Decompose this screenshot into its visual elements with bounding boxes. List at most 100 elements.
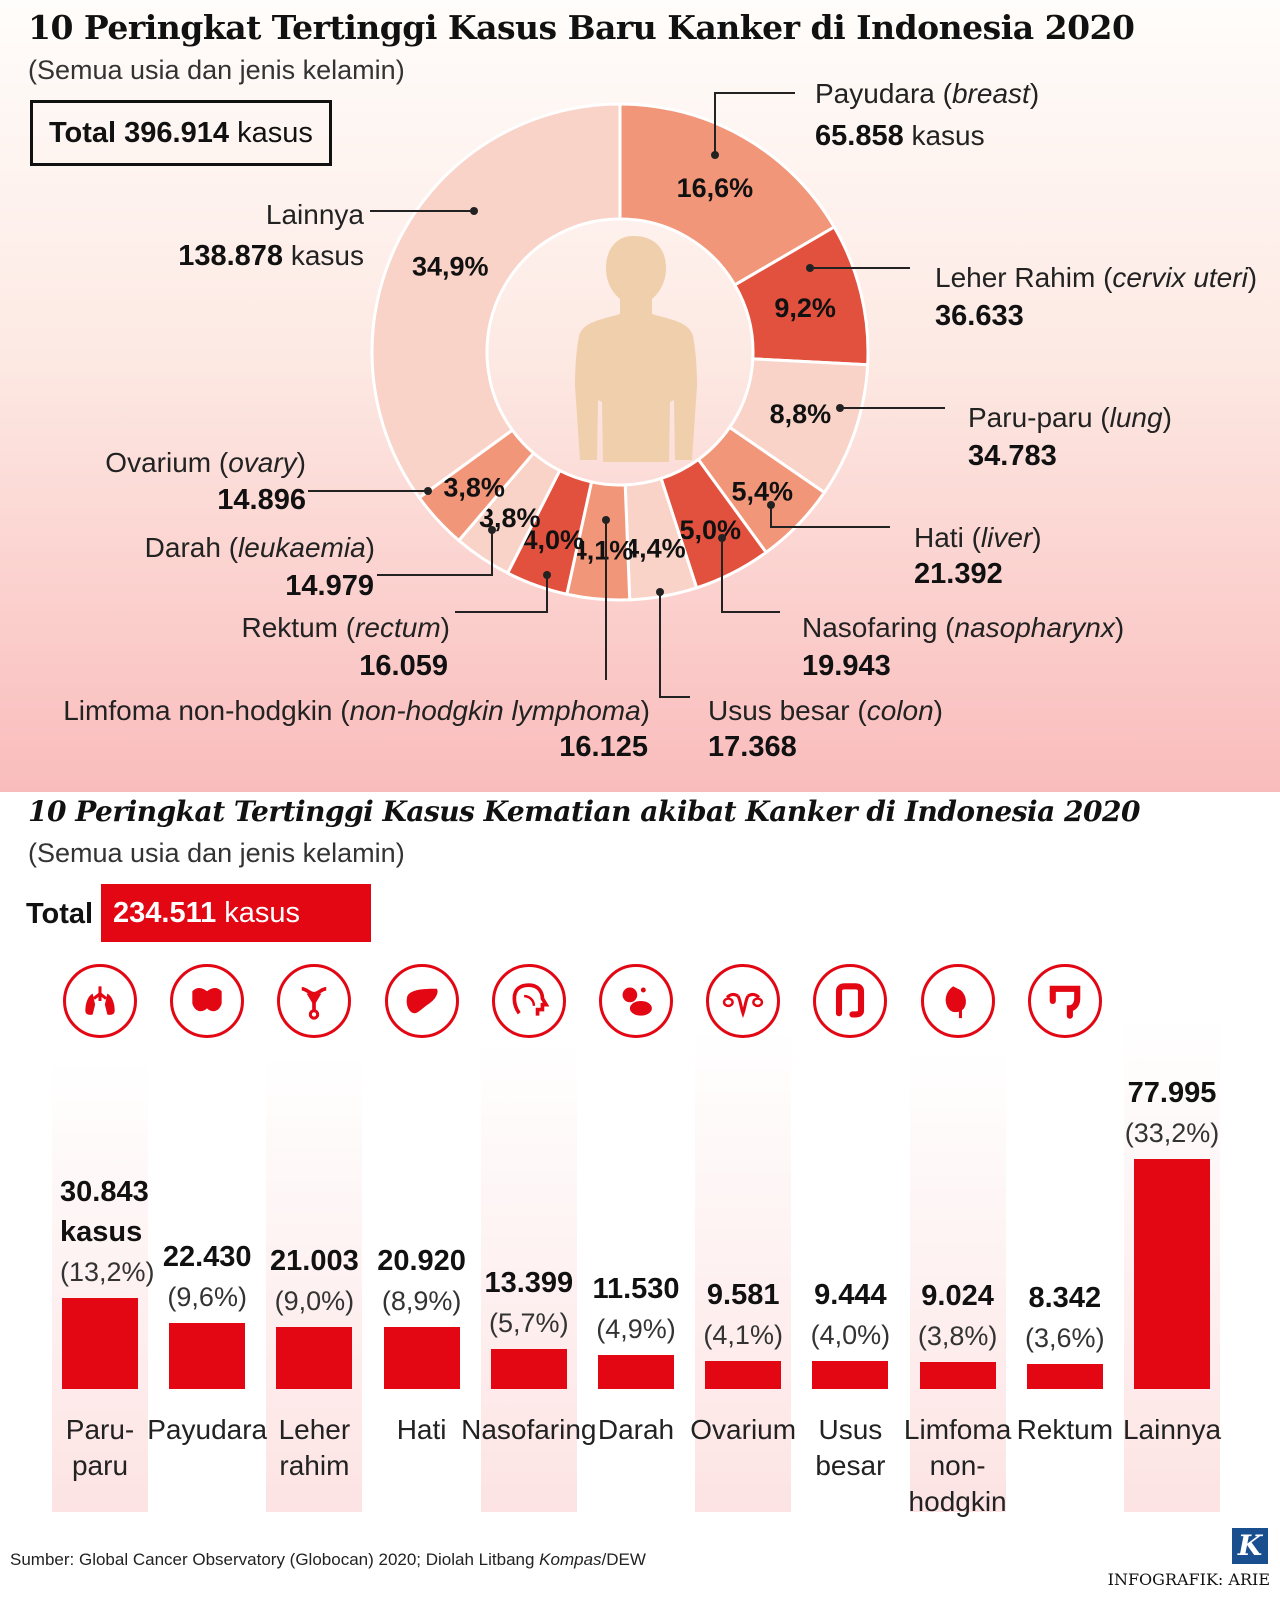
leader-dot bbox=[424, 487, 432, 495]
deaths-total-label: Total bbox=[26, 898, 94, 930]
leader-dot bbox=[470, 207, 478, 215]
bar-pct-label: (4,9%) bbox=[596, 1313, 676, 1344]
bar-value-label: 11.530 bbox=[592, 1272, 680, 1305]
bar-hati bbox=[383, 1327, 460, 1389]
bar-limfoma-non-hodgkin bbox=[919, 1362, 996, 1389]
category-label: Hati bbox=[396, 1414, 447, 1445]
bar-value-label: 9.024 bbox=[921, 1280, 994, 1313]
label-hati: Hati (liver) bbox=[914, 522, 1042, 553]
leader-dot bbox=[711, 151, 719, 159]
bar-nasofaring bbox=[490, 1349, 567, 1389]
label-nasofaring: Nasofaring (nasopharynx) bbox=[802, 612, 1125, 643]
value-darah: 14.979 bbox=[285, 570, 374, 602]
deaths-title: 10 Peringkat Tertinggi Kasus Kematian ak… bbox=[28, 795, 1140, 828]
label-darah: Darah (leukaemia) bbox=[144, 532, 375, 563]
leader-dot bbox=[806, 264, 814, 272]
category-label: Lainnya bbox=[1122, 1414, 1222, 1445]
deaths-total-box: 234.511 kasus bbox=[101, 884, 371, 942]
category-label: Leher rahim bbox=[278, 1414, 351, 1481]
donut-chart: 16,6%9,2%8,8%5,4%5,0%4,4%4,1%4,0%3,8%3,8… bbox=[308, 92, 945, 698]
bar-value-label: 20.920 bbox=[377, 1245, 466, 1278]
bar-payudara bbox=[169, 1322, 246, 1389]
label-usus-besar: Usus besar (colon) bbox=[708, 695, 943, 726]
deaths-panel: 10 Peringkat Tertinggi Kasus Kematian ak… bbox=[0, 792, 1280, 1602]
bar-lainnya bbox=[1134, 1159, 1210, 1389]
donut-pct-label: 5,4% bbox=[732, 476, 794, 506]
bar-value-label: 22.430 bbox=[162, 1240, 252, 1273]
column-band bbox=[480, 1042, 577, 1512]
leader-dot bbox=[656, 588, 664, 596]
donut-pct-label: 4,0% bbox=[522, 525, 584, 555]
bar-paru-paru bbox=[62, 1298, 138, 1389]
label-leher-rahim: Leher Rahim (cervix uteri) bbox=[935, 262, 1258, 293]
new-cases-title: 10 Peringkat Tertinggi Kasus Baru Kanker… bbox=[28, 8, 1135, 47]
new-cases-panel: 10 Peringkat Tertinggi Kasus Baru Kanker… bbox=[0, 0, 1280, 792]
bar-usus-besar bbox=[812, 1361, 889, 1389]
category-label: Darah bbox=[597, 1414, 675, 1445]
donut-pct-label: 4,4% bbox=[624, 533, 686, 563]
leader-dot bbox=[602, 516, 610, 524]
bar-pct-label: (4,1%) bbox=[703, 1319, 783, 1350]
bar-pct-label: (9,6%) bbox=[167, 1281, 247, 1312]
breast-icon bbox=[170, 964, 245, 1038]
leader-line bbox=[721, 538, 780, 613]
category-label: Limfoma non-hodgkin bbox=[903, 1414, 1012, 1517]
lymph-node-icon bbox=[920, 964, 995, 1038]
leader-dot bbox=[543, 571, 551, 579]
value-usus-besar: 17.368 bbox=[708, 731, 797, 763]
cervix-icon bbox=[277, 964, 352, 1038]
human-torso-icon bbox=[575, 236, 697, 462]
category-label: Nasofaring bbox=[461, 1414, 597, 1445]
bar-rektum bbox=[1026, 1364, 1103, 1389]
value-nasofaring: 19.943 bbox=[802, 650, 891, 682]
donut-pct-label: 34,9% bbox=[412, 251, 489, 281]
ovary-icon bbox=[706, 964, 781, 1038]
bar-value-label: 8.342 bbox=[1028, 1282, 1102, 1315]
donut-slice-payudara bbox=[618, 102, 837, 288]
leader-dot bbox=[767, 501, 775, 509]
leader-line bbox=[455, 575, 548, 613]
bar-unit-label: kasus bbox=[60, 1216, 143, 1249]
new-cases-total-box: Total 396.914 kasus bbox=[30, 100, 332, 166]
bar-chart: 30.843 kasus (13,2%) Paru-paru 22.430 (9,6%) P… bbox=[0, 792, 1280, 1602]
credit: INFOGRAFIK: ARIE bbox=[1107, 1570, 1270, 1589]
value-hati: 21.392 bbox=[914, 558, 1003, 590]
category-label: Payudara bbox=[147, 1414, 268, 1445]
blood-cells-icon bbox=[599, 964, 673, 1038]
label-limfoma: Limfoma non-hodgkin (non-hodgkin lymphom… bbox=[63, 695, 650, 726]
category-label: Rektum bbox=[1016, 1414, 1114, 1445]
new-cases-total-value: Total 396.914 bbox=[49, 117, 230, 149]
leader-line bbox=[770, 505, 890, 528]
value-lainnya: 138.878 kasus bbox=[178, 240, 364, 272]
bar-value-label: 9.581 bbox=[706, 1278, 780, 1311]
colon-icon bbox=[813, 964, 888, 1038]
bar-pct-label: (3,8%) bbox=[917, 1321, 998, 1352]
new-cases-subtitle: (Semua usia dan jenis kelamin) bbox=[28, 55, 405, 85]
bar-value-label: 30.843 bbox=[60, 1176, 149, 1209]
bar-pct-label: (8,9%) bbox=[381, 1286, 462, 1317]
column-band bbox=[52, 1062, 148, 1512]
deaths-total-value: 234.511 bbox=[113, 897, 217, 929]
donut-pct-label: 3,8% bbox=[443, 473, 505, 503]
column-band bbox=[909, 1050, 1006, 1512]
leader-line bbox=[377, 530, 493, 576]
leader-line bbox=[659, 592, 690, 698]
bar-pct-label: (33,2%) bbox=[1124, 1118, 1220, 1148]
category-label: Paru-paru bbox=[65, 1414, 135, 1481]
bar-value-label: 21.003 bbox=[270, 1245, 359, 1278]
value-payudara: 65.858 kasus bbox=[815, 120, 985, 152]
bar-pct-label: (4,0%) bbox=[810, 1320, 891, 1351]
bar-pct-label: (13,2%) bbox=[60, 1257, 155, 1288]
label-rektum: Rektum (rectum) bbox=[241, 612, 450, 643]
deaths-subtitle: (Semua usia dan jenis kelamin) bbox=[28, 838, 405, 868]
bar-leher-rahim bbox=[276, 1327, 353, 1389]
value-limfoma: 16.125 bbox=[559, 731, 648, 763]
leader-line bbox=[714, 92, 795, 155]
donut-pct-label: 9,2% bbox=[774, 293, 836, 323]
donut-pct-label: 8,8% bbox=[770, 399, 832, 429]
donut-pct-label: 16,6% bbox=[677, 173, 754, 203]
value-paru-paru: 34.783 bbox=[968, 440, 1057, 472]
category-label: Ovarium bbox=[690, 1414, 797, 1445]
new-cases-total-unit: kasus bbox=[229, 117, 313, 149]
leader-dot bbox=[836, 404, 844, 412]
